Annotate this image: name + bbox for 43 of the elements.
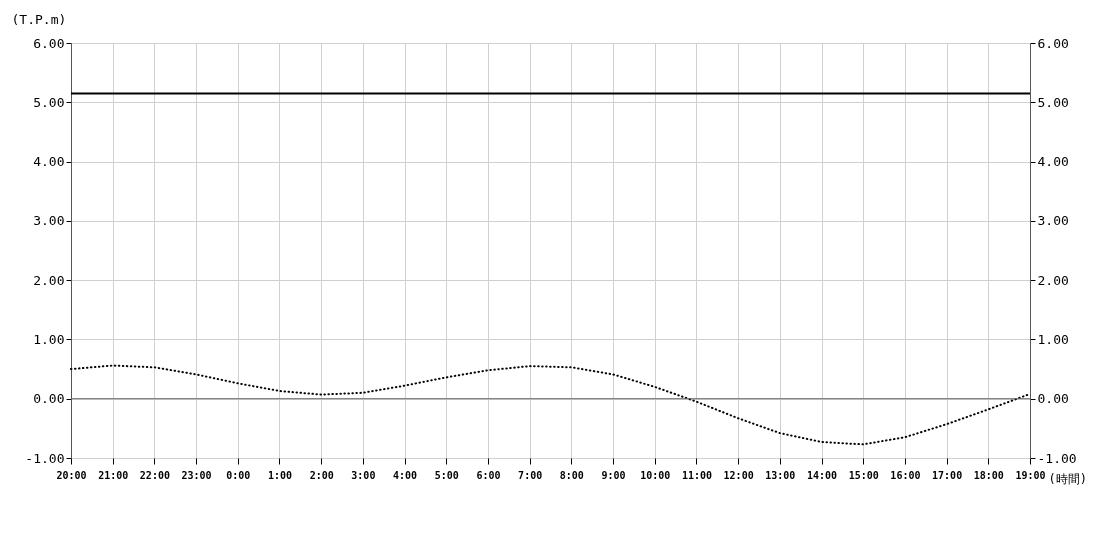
y2-tick-label: -1.00 [1037,450,1077,466]
x-tick-label: 17:00 [932,469,963,481]
x-tick-label: 22:00 [139,469,170,481]
x-tick-label: 7:00 [518,469,543,481]
x-tick-label: 5:00 [434,469,459,481]
line-series [70,364,1031,446]
y-tick-label: 5.00 [33,94,65,110]
x-tick-label: 3:00 [351,469,376,481]
x-tick-label: 20:00 [56,469,87,481]
x-tick-label: 0:00 [226,469,251,481]
y-tick-label: 0.00 [33,391,65,407]
x-tick-label: 16:00 [890,469,921,481]
x-tick-label: 4:00 [393,469,418,481]
y-tick-label: 1.00 [33,331,65,347]
x-tick-label: 14:00 [806,469,838,481]
x-tick-label: 1:00 [267,469,293,481]
x-tick-label: 11:00 [681,469,712,481]
x-tick-label: 2:00 [309,469,334,481]
y2-tick-label: 3.00 [1037,213,1069,229]
x-tick-label: 6:00 [476,469,501,481]
x-tick-label: 10:00 [640,469,671,481]
y-tick-label: 4.00 [33,154,65,170]
x-tick-label: 12:00 [723,469,754,481]
x-tick-label: 13:00 [765,469,796,481]
y2-tick-label: 4.00 [1037,154,1069,170]
y2-tick-label: 6.00 [1037,35,1069,51]
y-tick-label: -1.00 [25,450,65,466]
x-tick-label: 21:00 [98,469,129,481]
y2-tick-label: 1.00 [1037,331,1069,347]
y-tick-label: 6.00 [33,35,65,51]
y2-tick-label: 5.00 [1037,94,1069,110]
y2-tick-label: 0.00 [1037,391,1069,407]
x-tick-label: 23:00 [181,469,212,481]
x-tick-label: 19:00 [1015,469,1046,481]
y-axis-title: (T.P.m) [11,11,67,27]
x-axis-title: (時間) [1048,471,1087,486]
x-tick-label: 15:00 [848,469,879,481]
y-tick-label: 2.00 [33,272,65,288]
y-tick-label: 3.00 [33,213,65,229]
x-tick-label: 18:00 [973,469,1004,481]
x-tick-label: 9:00 [601,469,626,481]
x-tick-label: 8:00 [559,469,584,481]
y2-tick-label: 2.00 [1037,272,1069,288]
